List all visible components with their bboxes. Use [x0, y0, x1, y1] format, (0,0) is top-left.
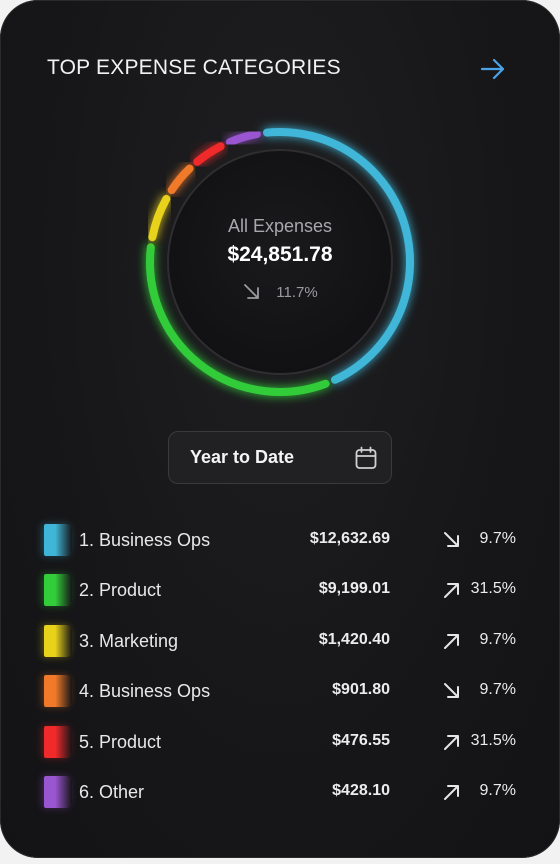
category-row[interactable]: 4. Business Ops $901.80 9.7%	[0, 674, 560, 710]
donut-segment[interactable]	[148, 194, 171, 242]
category-change: 31.5%	[470, 580, 516, 597]
category-amount: $476.55	[332, 732, 390, 749]
expense-donut-chart	[146, 128, 414, 397]
category-change: 9.7%	[479, 530, 516, 547]
category-amount: $428.10	[332, 782, 390, 799]
category-name: 2. Product	[79, 580, 162, 600]
arrow-right-icon[interactable]	[478, 54, 508, 84]
trend-up-icon	[444, 785, 459, 800]
category-name: 6. Other	[79, 782, 145, 802]
category-amount: $1,420.40	[318, 631, 390, 648]
category-color-swatch	[44, 524, 72, 556]
total-amount: $24,851.78	[227, 243, 333, 266]
category-change: 31.5%	[470, 732, 516, 749]
trend-down-icon	[444, 683, 459, 698]
category-color-swatch	[44, 574, 72, 606]
total-caption: All Expenses	[227, 216, 333, 236]
donut-segment[interactable]	[167, 164, 194, 195]
trend-up-icon	[444, 583, 459, 598]
trend-down-icon	[244, 284, 260, 299]
category-color-swatch	[44, 776, 72, 808]
period-select-label: Year to Date	[190, 447, 295, 467]
donut-inner-disc	[167, 149, 393, 375]
category-row[interactable]: 2. Product $9,199.01 31.5%	[0, 573, 560, 609]
category-color-swatch	[44, 625, 72, 657]
category-row[interactable]: 3. Marketing $1,420.40 9.7%	[0, 624, 560, 660]
donut-segment[interactable]	[225, 130, 261, 147]
donut-segment[interactable]	[262, 128, 414, 384]
total-change: 11.7%	[130, 282, 430, 302]
category-color-swatch	[44, 675, 72, 707]
category-row[interactable]: 5. Product $476.55 31.5%	[0, 725, 560, 761]
category-name: 5. Product	[79, 732, 162, 752]
category-change: 9.7%	[479, 681, 516, 698]
donut-segment[interactable]	[193, 142, 225, 166]
category-amount: $9,199.01	[318, 580, 390, 597]
category-name: 3. Marketing	[79, 631, 179, 651]
card-title: TOP EXPENSE CATEGORIES	[47, 56, 341, 79]
period-select[interactable]: Year to Date	[168, 431, 392, 484]
category-change: 9.7%	[479, 631, 516, 648]
category-row[interactable]: 6. Other $428.10 9.7%	[0, 775, 560, 811]
trend-up-icon	[444, 634, 459, 649]
category-color-swatch	[44, 726, 72, 758]
category-change: 9.7%	[479, 782, 516, 799]
category-name: 1. Business Ops	[79, 530, 211, 550]
total-change-value: 11.7%	[276, 283, 318, 301]
trend-up-icon	[444, 735, 459, 750]
category-amount: $12,632.69	[309, 530, 390, 547]
calendar-icon	[355, 446, 377, 469]
category-name: 4. Business Ops	[79, 681, 211, 701]
category-row[interactable]: 1. Business Ops $12,632.69 9.7%	[0, 523, 560, 559]
trend-down-icon	[444, 532, 459, 547]
donut-segment[interactable]	[146, 243, 330, 397]
category-amount: $901.80	[332, 681, 390, 698]
